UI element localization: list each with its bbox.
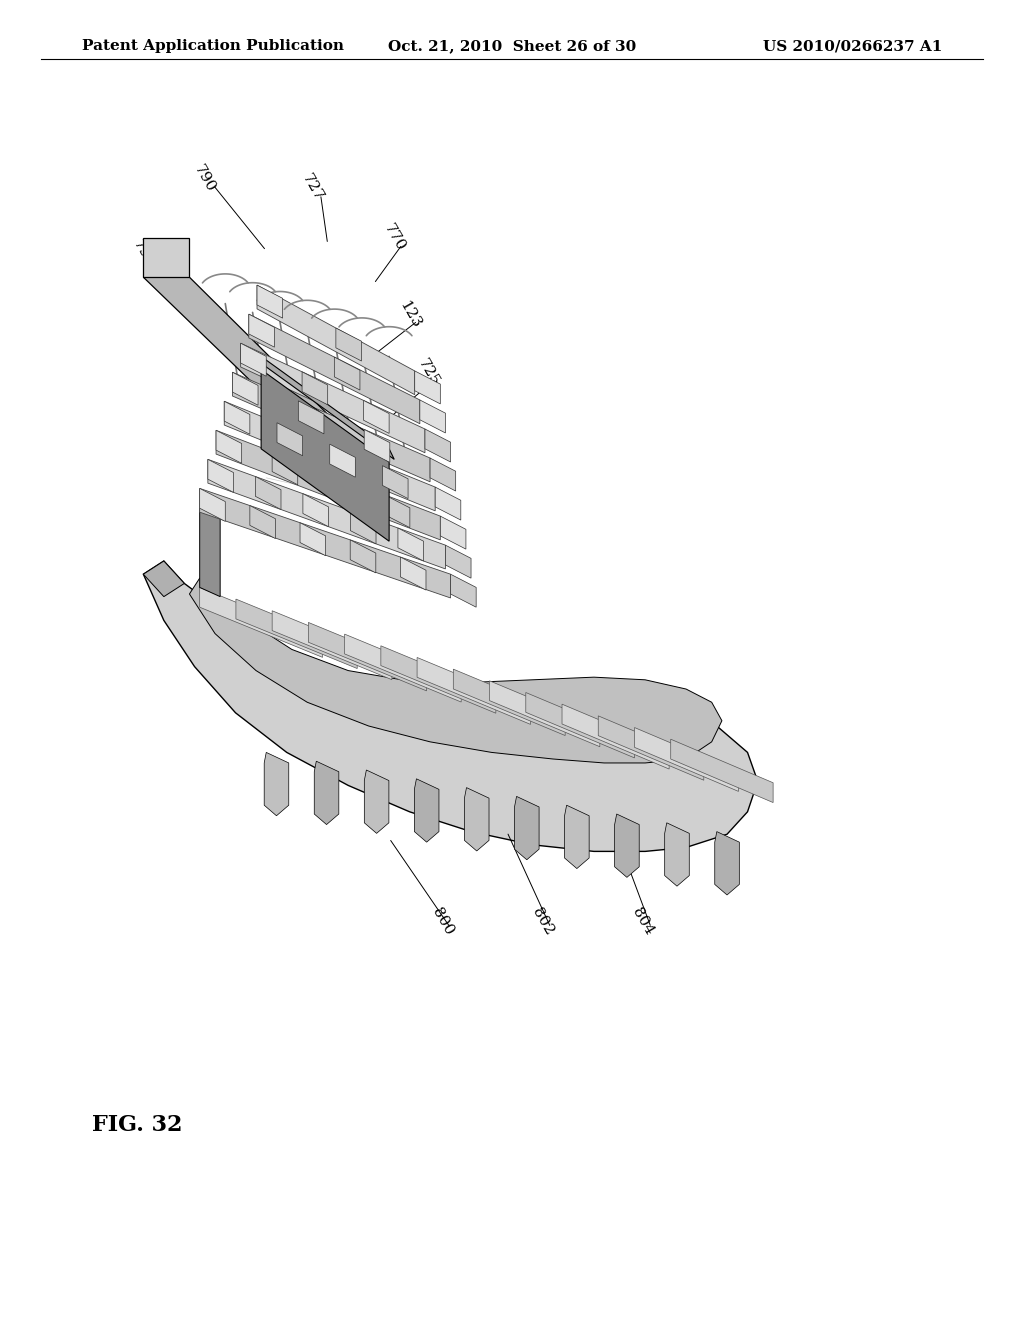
Polygon shape <box>143 561 184 597</box>
Text: 800: 800 <box>429 906 456 937</box>
Polygon shape <box>208 459 233 492</box>
Polygon shape <box>249 314 420 424</box>
Polygon shape <box>257 285 283 318</box>
Polygon shape <box>465 788 489 851</box>
Polygon shape <box>345 634 461 702</box>
Polygon shape <box>298 401 324 434</box>
Text: US 2010/0266237 A1: US 2010/0266237 A1 <box>763 40 942 53</box>
Polygon shape <box>715 832 739 895</box>
Polygon shape <box>224 401 250 434</box>
Polygon shape <box>257 285 415 395</box>
Polygon shape <box>415 371 440 404</box>
Polygon shape <box>415 779 439 842</box>
Polygon shape <box>200 488 451 598</box>
Polygon shape <box>330 444 355 478</box>
Polygon shape <box>562 704 669 770</box>
Text: 727: 727 <box>299 172 326 203</box>
Polygon shape <box>425 429 451 462</box>
Polygon shape <box>308 623 427 690</box>
Text: Patent Application Publication: Patent Application Publication <box>82 40 344 53</box>
Polygon shape <box>303 494 329 527</box>
Polygon shape <box>216 430 440 540</box>
Polygon shape <box>250 506 275 539</box>
Polygon shape <box>598 715 703 780</box>
Polygon shape <box>525 693 635 758</box>
Text: 790: 790 <box>191 162 218 194</box>
Polygon shape <box>365 429 390 462</box>
Polygon shape <box>224 401 435 511</box>
Polygon shape <box>200 488 225 521</box>
Polygon shape <box>564 805 589 869</box>
Polygon shape <box>350 540 376 573</box>
Polygon shape <box>200 508 220 597</box>
Polygon shape <box>249 314 274 347</box>
Polygon shape <box>272 451 298 484</box>
Polygon shape <box>264 752 289 816</box>
Polygon shape <box>420 400 445 433</box>
Polygon shape <box>384 495 410 528</box>
Polygon shape <box>671 739 773 803</box>
Polygon shape <box>232 372 430 482</box>
Polygon shape <box>276 422 303 455</box>
Polygon shape <box>665 822 689 886</box>
Polygon shape <box>300 523 326 556</box>
Polygon shape <box>143 277 389 475</box>
Polygon shape <box>189 578 722 763</box>
Polygon shape <box>364 400 389 433</box>
Polygon shape <box>232 372 258 405</box>
Polygon shape <box>241 343 425 453</box>
Polygon shape <box>489 681 600 747</box>
Polygon shape <box>314 762 339 825</box>
Polygon shape <box>514 796 539 859</box>
Polygon shape <box>381 645 496 713</box>
Polygon shape <box>302 372 328 405</box>
Polygon shape <box>440 516 466 549</box>
Polygon shape <box>430 458 456 491</box>
Text: 792: 792 <box>130 238 157 269</box>
Polygon shape <box>417 657 530 725</box>
Polygon shape <box>236 599 357 668</box>
Text: FIG. 32: FIG. 32 <box>92 1114 182 1135</box>
Polygon shape <box>445 545 471 578</box>
Text: 770: 770 <box>381 222 408 253</box>
Polygon shape <box>143 561 758 851</box>
Text: Oct. 21, 2010  Sheet 26 of 30: Oct. 21, 2010 Sheet 26 of 30 <box>388 40 636 53</box>
Polygon shape <box>365 770 389 833</box>
Text: 123: 123 <box>396 298 423 330</box>
Polygon shape <box>143 238 189 277</box>
Polygon shape <box>336 327 361 360</box>
Text: 725: 725 <box>415 356 441 388</box>
Polygon shape <box>435 487 461 520</box>
Polygon shape <box>635 727 738 792</box>
Polygon shape <box>614 814 639 878</box>
Polygon shape <box>454 669 565 735</box>
Polygon shape <box>334 356 360 391</box>
Polygon shape <box>328 473 354 506</box>
Polygon shape <box>350 511 376 544</box>
Polygon shape <box>241 343 266 376</box>
Polygon shape <box>261 370 389 541</box>
Polygon shape <box>272 611 392 680</box>
Polygon shape <box>383 466 408 499</box>
Polygon shape <box>261 356 394 459</box>
Polygon shape <box>208 459 445 569</box>
Text: 802: 802 <box>529 906 556 937</box>
Polygon shape <box>255 477 281 510</box>
Polygon shape <box>400 557 426 590</box>
Polygon shape <box>216 430 242 463</box>
Polygon shape <box>451 574 476 607</box>
Text: 804: 804 <box>630 906 656 937</box>
Polygon shape <box>200 587 323 657</box>
Polygon shape <box>398 528 424 561</box>
